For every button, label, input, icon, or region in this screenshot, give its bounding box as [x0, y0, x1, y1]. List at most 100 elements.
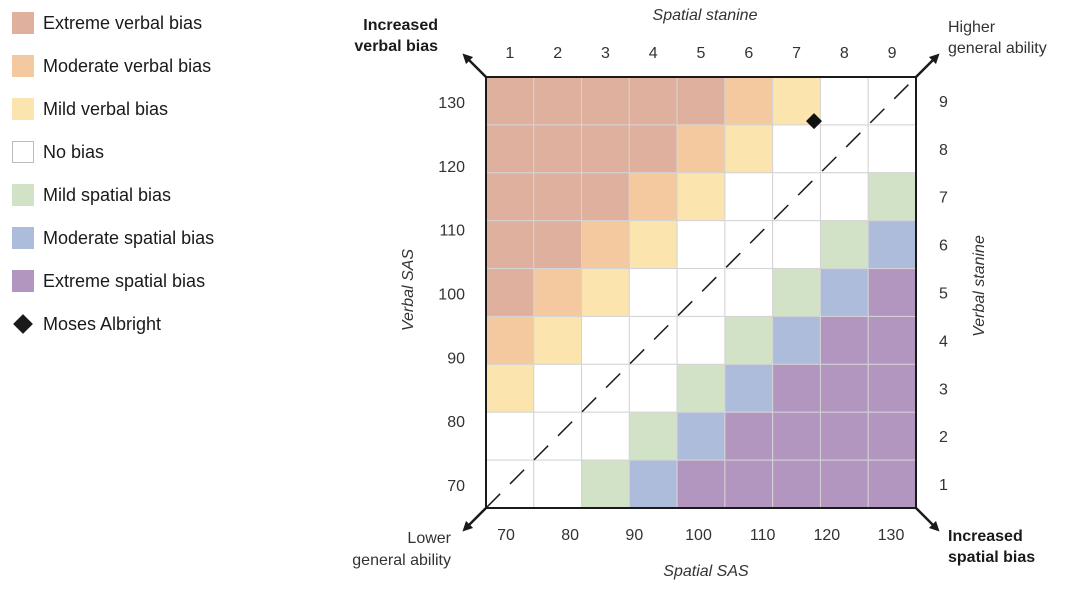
heatmap-cell [628, 124, 678, 174]
heatmap-cell [867, 363, 917, 413]
y-stanine-tick-label: 9 [939, 94, 948, 111]
corner-label-bottom-right: Increased spatial bias [948, 528, 1035, 566]
heatmap-cell [724, 315, 774, 365]
heatmap-cell [581, 76, 630, 126]
legend-swatch [12, 55, 34, 77]
heatmap-cell [485, 124, 535, 174]
heatmap-cell [867, 172, 917, 222]
heatmap-cell [676, 172, 726, 222]
x-stanine-tick-label: 2 [553, 45, 562, 62]
y-stanine-tick-label: 1 [939, 477, 948, 494]
heatmap-cell [772, 220, 821, 270]
x-stanine-tick-label: 7 [792, 45, 801, 62]
legend-label: No bias [43, 141, 105, 162]
heatmap-cell [533, 268, 583, 317]
heatmap-cell [533, 315, 583, 365]
y-stanine-tick-label: 8 [939, 142, 948, 159]
plot-border [485, 76, 917, 509]
heatmap-cell [485, 220, 535, 270]
heatmap-cell [867, 411, 917, 461]
x-sas-ticks: 70 80 90 100 110 120 130 [497, 527, 904, 544]
legend-swatch [12, 227, 34, 249]
heatmap-cell [628, 76, 678, 126]
x-sas-tick-label: 100 [685, 527, 712, 544]
heatmap-cell [772, 268, 821, 317]
heatmap-cell [772, 363, 821, 413]
heatmap-cell [772, 124, 821, 174]
corner-label-top-left: Increased verbal bias [354, 17, 438, 55]
heatmap-cell [533, 124, 583, 174]
x-stanine-tick-label: 9 [888, 45, 897, 62]
y-sas-tick-label: 130 [438, 95, 465, 112]
student-marker-diamond [806, 113, 822, 130]
heatmap-cell [581, 315, 630, 365]
student-marker [806, 113, 822, 130]
heatmap-cell [533, 220, 583, 270]
heatmap-cell [533, 76, 583, 126]
heatmap-cell [581, 124, 630, 174]
y-sas-tick-label: 120 [438, 159, 465, 176]
y-sas-tick-label: 70 [447, 478, 465, 495]
y-sas-tick-label: 110 [439, 223, 465, 240]
heatmap-cell [581, 268, 630, 317]
legend-label: Extreme spatial bias [43, 270, 206, 291]
legend-item: Mild spatial bias [12, 182, 171, 208]
legend-item: Moderate verbal bias [12, 53, 211, 79]
heatmap-cell [819, 363, 869, 413]
heatmap-cell [628, 459, 678, 509]
heatmap-cell [485, 172, 535, 222]
y-sas-ticks: 130 120 110 100 90 80 70 [438, 95, 465, 495]
x-stanine-tick-label: 4 [649, 45, 658, 62]
x-sas-tick-label: 120 [813, 527, 840, 544]
x-stanine-ticks: 1 2 3 4 5 6 7 8 9 [505, 45, 896, 62]
heatmap-cell [628, 268, 678, 317]
x-stanine-tick-label: 8 [840, 45, 849, 62]
heatmap-cell [724, 411, 774, 461]
heatmap-cell [628, 411, 678, 461]
heatmap-cell [819, 315, 869, 365]
heatmap-cell [628, 220, 678, 270]
legend-swatch [12, 12, 34, 34]
legend-label: Moderate spatial bias [43, 227, 215, 248]
legend-label: Mild verbal bias [43, 98, 169, 119]
heatmap-cell [485, 268, 535, 317]
heatmap-cell [581, 220, 630, 270]
corner-label-top-right: Higher general ability [948, 19, 1047, 57]
heatmap-cell [485, 411, 535, 461]
heatmap-cell [724, 363, 774, 413]
legend-swatch [12, 270, 34, 292]
y-stanine-tick-label: 5 [939, 286, 948, 303]
arrow-top-right [915, 53, 940, 78]
x-sas-tick-label: 130 [878, 527, 905, 544]
arrow-bottom-left [462, 507, 487, 532]
legend-swatch [12, 184, 34, 206]
heatmap-cell [533, 172, 583, 222]
heatmap-cell [628, 172, 678, 222]
heatmap-cell [676, 411, 726, 461]
x-stanine-tick-label: 6 [744, 45, 753, 62]
y2-axis-title: Verbal stanine [971, 235, 988, 337]
legend-label: Mild spatial bias [43, 184, 172, 205]
y-stanine-ticks: 9 8 7 6 5 4 3 2 1 [939, 94, 948, 494]
y-stanine-tick-label: 6 [939, 238, 948, 255]
heatmap-cell [819, 172, 869, 222]
legend-item: Extreme spatial bias [12, 268, 205, 294]
legend-swatch [12, 98, 34, 120]
legend-item: Extreme verbal bias [12, 10, 202, 36]
x-stanine-tick-label: 5 [697, 45, 706, 62]
legend-label: Moderate verbal bias [43, 55, 212, 76]
heatmap-cell [628, 363, 678, 413]
legend-label: Extreme verbal bias [43, 12, 203, 33]
heatmap-cell [676, 459, 726, 509]
heatmap-cell [724, 268, 774, 317]
heatmap-cell [724, 76, 774, 126]
heatmap-cell [724, 172, 774, 222]
y-stanine-tick-label: 2 [939, 429, 948, 446]
y-stanine-tick-label: 7 [939, 190, 948, 207]
heatmap-cell [819, 411, 869, 461]
heatmap-cell [485, 315, 535, 365]
y-stanine-tick-label: 4 [939, 333, 948, 350]
y-axis-title: Verbal SAS [400, 249, 417, 331]
heatmap-cell [676, 76, 726, 126]
heatmap-cell [867, 268, 917, 317]
